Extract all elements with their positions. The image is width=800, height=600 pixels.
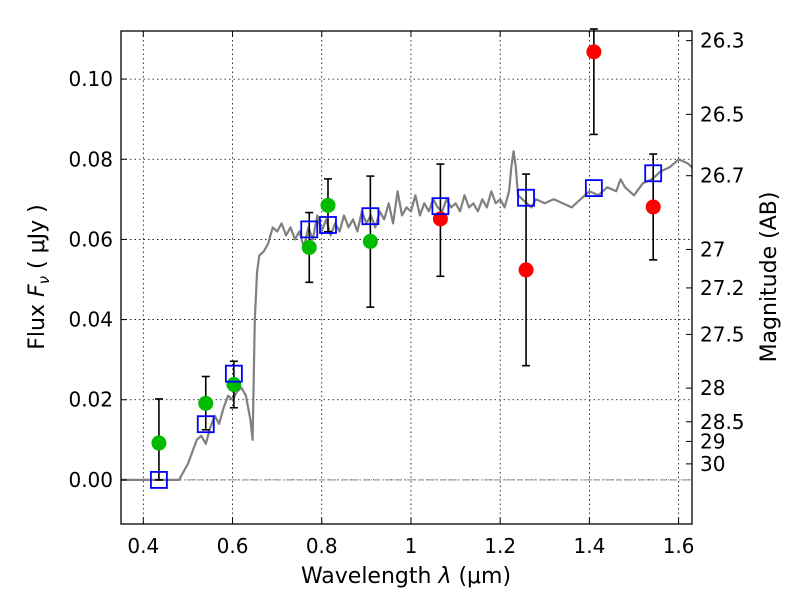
y-axis-ticks: 0.00 0.02 0.04 0.06 0.08 0.10: [68, 67, 127, 492]
model-sed-line: [121, 150, 693, 481]
data-point: [301, 239, 317, 255]
data-point: [151, 435, 167, 451]
magnitude-tick-label: 29: [700, 429, 725, 453]
magnitude-tick-label: 27.2: [700, 276, 745, 300]
x-tick-label: 1: [405, 534, 418, 558]
x-tick-label: 0.8: [306, 534, 338, 558]
magnitude-tick-label: 26.3: [700, 29, 745, 53]
magnitude-tick-label: 30: [700, 452, 725, 476]
magnitude-tick-label: 28: [700, 376, 725, 400]
markers: [150, 44, 663, 489]
data-point: [198, 395, 214, 411]
plot-frame: [120, 30, 693, 525]
y-tick-label: 0.10: [68, 67, 113, 91]
data-point: [518, 262, 534, 278]
x-axis-ticks: 0.4 0.6 0.8 1 1.2 1.4 1.6: [127, 31, 695, 558]
magnitude-tick-label: 27.5: [700, 322, 745, 346]
x-tick-label: 0.4: [127, 534, 159, 558]
y-tick-label: 0.06: [68, 227, 113, 251]
data-point: [432, 211, 448, 227]
model-photometry-point: [431, 197, 450, 216]
magnitude-tick-label: 26.7: [700, 164, 745, 188]
model-photometry-point: [319, 216, 337, 234]
model-photometry-point: [584, 179, 603, 198]
data-point: [226, 377, 242, 393]
y-tick-label: 0.08: [68, 147, 113, 171]
x-tick-label: 1.2: [484, 534, 516, 558]
y-tick-label: 0.02: [68, 388, 113, 412]
y-axis-label: Flux Fν ( μJy ): [25, 204, 53, 349]
data-point: [362, 233, 378, 249]
model-photometry-point: [361, 207, 380, 226]
model-photometry-point: [150, 471, 168, 489]
model-photometry-point: [300, 220, 319, 239]
x-axis-label: Wavelength λ (μm): [301, 564, 511, 589]
plot-background: [121, 31, 692, 524]
model-photometry-point: [196, 415, 215, 434]
magnitude-axis-label: Magnitude (AB): [757, 192, 782, 363]
magnitude-tick-label: 28.5: [700, 410, 745, 434]
model-photometry-point: [224, 364, 243, 383]
y-tick-label: 0.04: [68, 308, 113, 332]
x-tick-label: 1.4: [573, 534, 605, 558]
grid: [121, 31, 692, 524]
x-tick-label: 0.6: [217, 534, 249, 558]
x-tick-label: 1.6: [663, 534, 695, 558]
model-sed-line-group: [121, 150, 693, 481]
data-point: [645, 199, 661, 215]
magnitude-tick-label: 27: [700, 237, 725, 261]
magnitude-tick-label: 26.5: [700, 102, 745, 126]
y-tick-label: 0.00: [68, 468, 113, 492]
model-photometry-point: [644, 164, 663, 183]
data-point: [586, 44, 602, 60]
model-photometry-point: [517, 188, 535, 207]
data-point: [320, 197, 336, 213]
